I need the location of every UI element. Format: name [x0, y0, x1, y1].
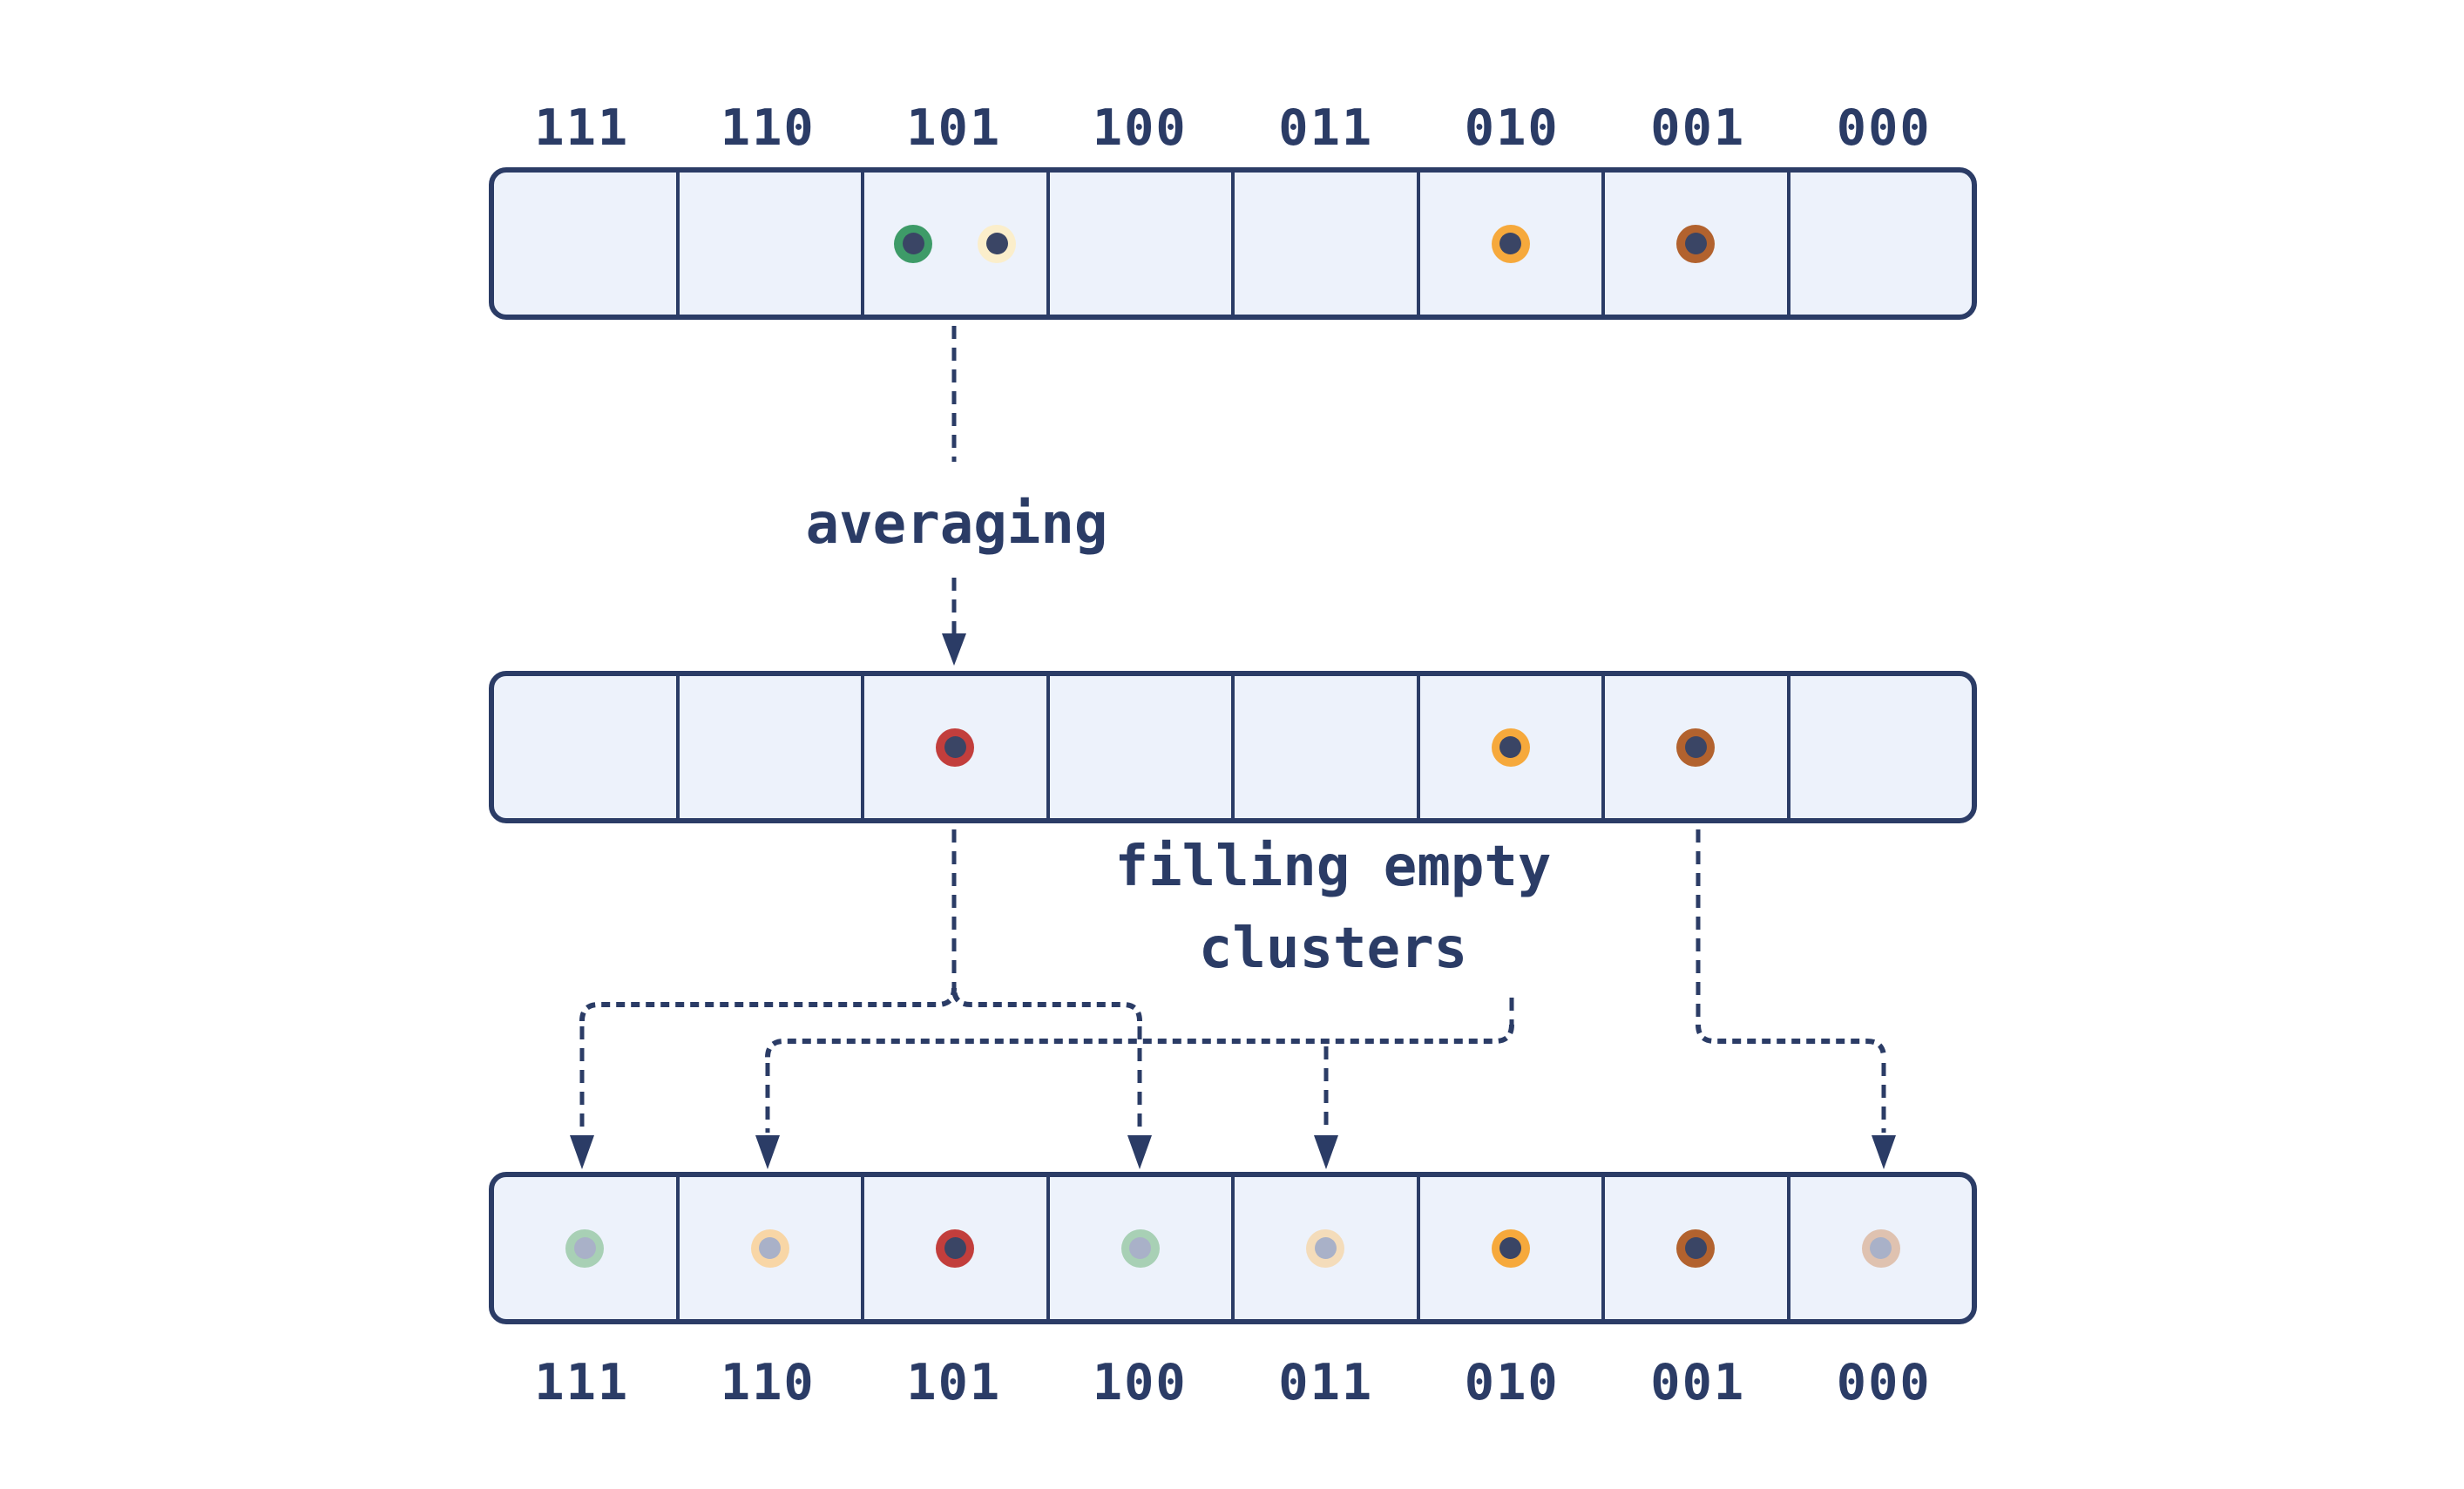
point-green: [894, 224, 933, 263]
cell-101-middle: [864, 676, 1050, 818]
filling-clusters-label: filling empty clusters: [1115, 826, 1552, 990]
cell-000-bottom: [1790, 1177, 1973, 1319]
bit-label-011-top: 011: [1278, 99, 1374, 157]
bottom-bit-labels: 111 110 101 100 011 010 001 000: [489, 1336, 1977, 1430]
dot-core: [1499, 736, 1522, 758]
centroid-red: [936, 1228, 975, 1268]
cell-010-top: [1420, 173, 1605, 315]
dot-core: [573, 1237, 596, 1259]
cell-010-middle: [1420, 676, 1605, 818]
dot-core: [1684, 736, 1707, 758]
arrowhead-into-bottom-100: [1127, 1135, 1152, 1169]
bit-label-100-bottom: 100: [1092, 1354, 1188, 1411]
bit-label-101-bottom: 101: [906, 1354, 1002, 1411]
centroid-brown: [1676, 728, 1716, 767]
bus1-left-branch: [579, 987, 957, 1022]
bit-label-111-top: 111: [534, 99, 630, 157]
dot-core: [1870, 1237, 1892, 1259]
cell-100-top: [1050, 173, 1235, 315]
top-bit-labels: 111 110 101 100 011 010 001 000: [489, 81, 1977, 175]
jog-to-000: [1696, 1024, 1886, 1059]
dot-core: [985, 233, 1008, 254]
cell-111-bottom: [494, 1177, 680, 1319]
cell-011-top: [1235, 173, 1420, 315]
cell-001-middle: [1605, 676, 1790, 818]
cell-100-middle: [1050, 676, 1235, 818]
arrowhead-into-bottom-000: [1872, 1135, 1896, 1169]
cell-011-bottom: [1235, 1177, 1420, 1319]
cell-001-top: [1605, 173, 1790, 315]
dot-core: [1684, 233, 1707, 254]
bit-label-010-bottom: 010: [1464, 1354, 1560, 1411]
cell-000-top: [1790, 173, 1973, 315]
bit-label-001-top: 001: [1650, 99, 1746, 157]
row-filled-clusters: [489, 1172, 1977, 1324]
cell-001-bottom: [1605, 1177, 1790, 1319]
bit-label-110-bottom: 110: [720, 1354, 816, 1411]
arrowhead-into-bottom-111: [570, 1135, 594, 1169]
bit-label-001-bottom: 001: [1650, 1354, 1746, 1411]
filled-peach-faded: [750, 1228, 789, 1268]
cell-110-top: [680, 173, 864, 315]
row-original-points: [489, 167, 1977, 320]
filling-clusters-label-line1: filling empty: [1114, 835, 1552, 899]
dot-core: [1499, 233, 1522, 254]
bit-label-000-top: 000: [1836, 99, 1932, 157]
point-orange: [1491, 224, 1530, 263]
centroid-orange: [1491, 1228, 1530, 1268]
filled-green-faded: [1120, 1228, 1160, 1268]
bit-label-000-bottom: 000: [1836, 1354, 1932, 1411]
cell-101-top: [864, 173, 1050, 315]
cell-111-middle: [494, 676, 680, 818]
cell-011-middle: [1235, 676, 1420, 818]
filled-cream-faded: [1306, 1228, 1345, 1268]
dot-core: [1499, 1237, 1522, 1259]
dot-core: [902, 233, 924, 254]
bit-label-101-top: 101: [906, 99, 1002, 157]
arrowhead-into-bottom-011: [1314, 1135, 1338, 1169]
bit-label-010-top: 010: [1464, 99, 1560, 157]
cell-111-top: [494, 173, 680, 315]
bit-label-100-top: 100: [1092, 99, 1188, 157]
point-brown: [1676, 224, 1716, 263]
bit-label-110-top: 110: [720, 99, 816, 157]
filled-tan-faded: [1861, 1228, 1900, 1268]
filling-clusters-label-line2: clusters: [1198, 917, 1468, 981]
cell-110-bottom: [680, 1177, 864, 1319]
row-averaged-centroids: [489, 671, 1977, 823]
cell-101-bottom: [864, 1177, 1050, 1319]
bus1-right-branch: [951, 987, 1142, 1022]
dot-core: [944, 1237, 966, 1259]
dot-core: [759, 1237, 782, 1259]
dot-core: [1684, 1237, 1707, 1259]
filled-green-faded: [565, 1228, 605, 1268]
dot-core: [944, 736, 966, 758]
cell-100-bottom: [1050, 1177, 1235, 1319]
arrowhead-into-bottom-110: [755, 1135, 780, 1169]
cell-010-bottom: [1420, 1177, 1605, 1319]
averaging-label: averaging: [805, 492, 1108, 557]
bit-label-111-bottom: 111: [534, 1354, 630, 1411]
point-cream: [978, 224, 1017, 263]
centroid-brown: [1676, 1228, 1716, 1268]
arrowhead-into-middle-101: [942, 633, 966, 666]
dot-core: [1314, 1237, 1337, 1259]
dot-core: [1129, 1237, 1152, 1259]
cell-110-middle: [680, 676, 864, 818]
cell-000-middle: [1790, 676, 1973, 818]
bus2-branch: [765, 1024, 1514, 1059]
centroid-orange: [1491, 728, 1530, 767]
bit-label-011-bottom: 011: [1278, 1354, 1374, 1411]
centroid-red: [936, 728, 975, 767]
